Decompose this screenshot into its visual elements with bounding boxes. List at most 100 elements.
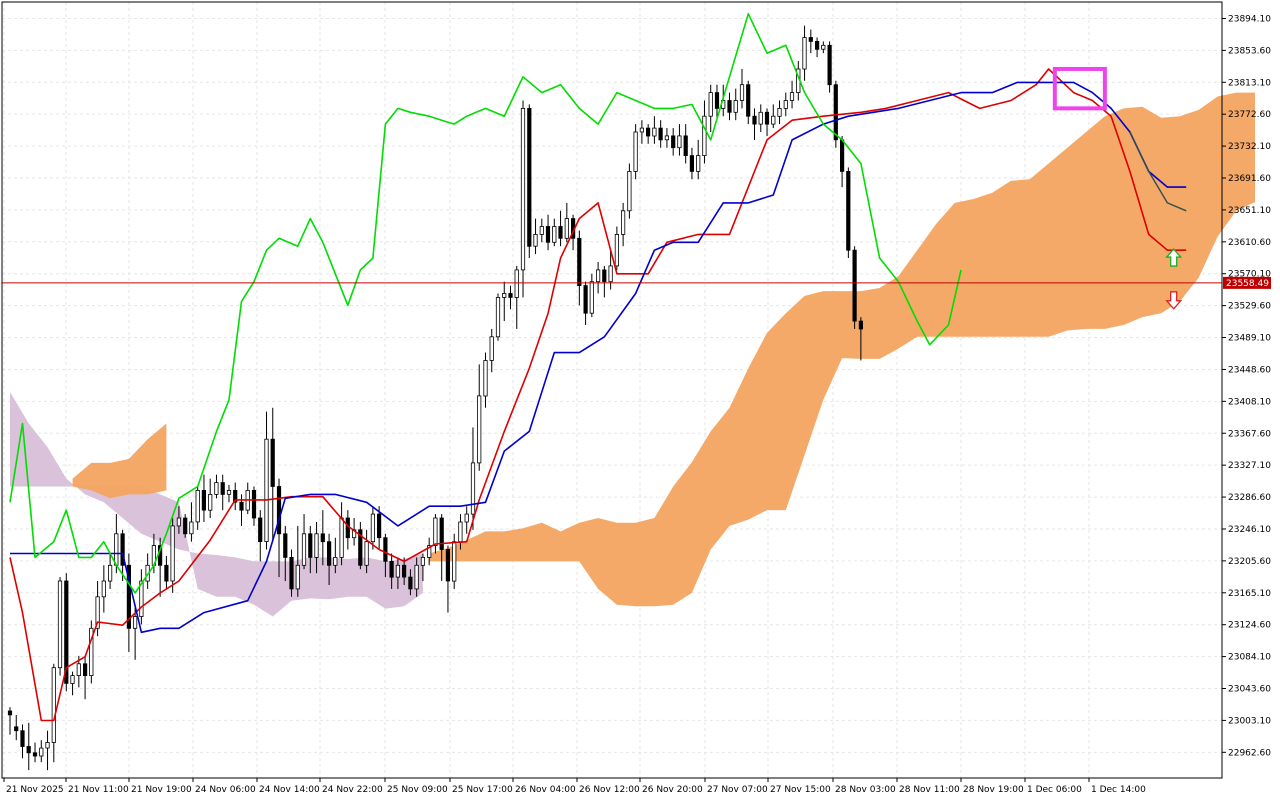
- candle-bear: [64, 580, 69, 684]
- candle-bull: [771, 115, 776, 125]
- candle-bull: [677, 135, 682, 149]
- y-tick-label: 23489.10: [1228, 334, 1271, 344]
- candle-bull: [89, 627, 94, 676]
- candle-bear: [389, 561, 394, 578]
- candle-bull: [477, 395, 482, 464]
- candle-bull: [427, 545, 432, 558]
- sell-arrow-icon: [1165, 291, 1183, 310]
- x-tick-label: 28 Nov 11:00: [899, 785, 960, 795]
- x-tick-label: 27 Nov 15:00: [770, 785, 831, 795]
- candle-bear: [714, 92, 720, 109]
- candle-bull: [420, 557, 426, 566]
- candle-bull: [70, 675, 75, 684]
- candle-bear: [445, 549, 451, 582]
- x-tick-label: 24 Nov 06:00: [195, 785, 256, 795]
- y-tick-label: 23732.10: [1228, 142, 1271, 152]
- candle-bear: [808, 37, 813, 42]
- cloud-bear-area: [10, 392, 423, 617]
- candle-bear: [727, 100, 732, 113]
- candle-bear: [201, 489, 206, 511]
- current-price-label: 23558.49: [1226, 279, 1269, 289]
- candle-bull: [821, 44, 826, 50]
- candle-bear: [408, 576, 413, 590]
- candle-bear: [827, 44, 832, 86]
- indicator-line-1: [10, 81, 1187, 634]
- x-tick-label: 27 Nov 07:00: [707, 785, 768, 795]
- candle-bull: [621, 210, 626, 235]
- candle-bear: [577, 237, 582, 287]
- candle-bull: [596, 269, 601, 283]
- candle-bear: [527, 108, 532, 247]
- candle-bull: [664, 135, 670, 141]
- candle-bear: [840, 139, 845, 172]
- candle-bear: [846, 170, 851, 251]
- candle-bull: [395, 564, 401, 578]
- candle-bull: [433, 517, 438, 547]
- candle-bear: [83, 663, 88, 676]
- candle-bull: [739, 84, 745, 101]
- candle-bull: [226, 489, 232, 495]
- x-tick-label: 28 Nov 03:00: [835, 785, 896, 795]
- y-tick-label: 23853.60: [1228, 46, 1271, 56]
- x-tick-label: 25 Nov 09:00: [387, 785, 448, 795]
- x-tick-label: 26 Nov 12:00: [579, 785, 640, 795]
- candle-bull: [132, 616, 138, 629]
- y-tick-label: 23691.60: [1228, 174, 1271, 184]
- candle-bear: [120, 533, 125, 566]
- candle-bull: [533, 233, 538, 247]
- y-tick-label: 23043.60: [1228, 685, 1271, 695]
- candle-bear: [26, 746, 31, 754]
- current-price-tag: 23558.49: [1223, 276, 1271, 289]
- candle-bear: [251, 489, 257, 519]
- y-tick-label: 22962.60: [1228, 748, 1271, 758]
- candle-bear: [283, 533, 288, 558]
- y-tick-label: 23408.10: [1228, 397, 1271, 407]
- candle-bear: [308, 533, 313, 558]
- candle-bear: [764, 111, 770, 125]
- candle-bull: [189, 521, 194, 535]
- candle-bear: [239, 501, 244, 511]
- candle-bull: [696, 155, 701, 172]
- candle-bear: [358, 529, 363, 566]
- candle-bear: [508, 293, 513, 298]
- time-axis: 21 Nov 2025 21 Nov 11:00 21 Nov 19:00 24 No…: [3, 778, 1146, 795]
- y-tick-label: 23327.10: [1228, 461, 1271, 471]
- y-tick-label: 23003.10: [1228, 716, 1271, 726]
- candle-bear: [326, 541, 332, 566]
- candle-bear: [852, 249, 857, 322]
- x-tick-label: 1 Dec 14:00: [1091, 785, 1146, 795]
- candle-bull: [470, 462, 476, 515]
- x-tick-label: 28 Nov 19:00: [963, 785, 1024, 795]
- candle-bull: [777, 108, 782, 117]
- candle-bull: [502, 293, 507, 298]
- candle-bear: [276, 486, 282, 535]
- chart-grid: [2, 2, 1222, 778]
- candle-bull: [483, 360, 488, 397]
- x-tick-label: 1 Dec 06:00: [1027, 785, 1082, 795]
- candle-bull: [608, 265, 613, 283]
- x-tick-label: 24 Nov 14:00: [259, 785, 320, 795]
- y-tick-label: 23084.10: [1228, 653, 1271, 663]
- candle-bull: [414, 564, 419, 590]
- candle-bear: [289, 557, 294, 590]
- x-tick-label: 26 Nov 20:00: [642, 785, 703, 795]
- x-tick-label: 21 Nov 19:00: [131, 785, 192, 795]
- y-tick-label: 23651.10: [1228, 206, 1271, 216]
- cloud-bull-area: [429, 92, 1255, 607]
- candle-bull: [57, 580, 63, 669]
- x-tick-label: 21 Nov 11:00: [68, 785, 129, 795]
- highlight-box: [1052, 66, 1107, 111]
- candle-bull: [176, 517, 181, 527]
- candle-bull: [652, 127, 657, 137]
- x-tick-label: 21 Nov 2025: [6, 785, 64, 795]
- chart-annotations: [1052, 66, 1183, 310]
- x-tick-label: 24 Nov 22:00: [322, 785, 383, 795]
- candle-bull: [789, 92, 795, 101]
- candle-bear: [270, 438, 275, 487]
- candle-bull: [520, 108, 526, 271]
- candle-bull: [333, 557, 338, 566]
- y-tick-label: 23286.60: [1228, 493, 1271, 503]
- candle-bear: [320, 533, 325, 543]
- candle-bull: [45, 742, 50, 749]
